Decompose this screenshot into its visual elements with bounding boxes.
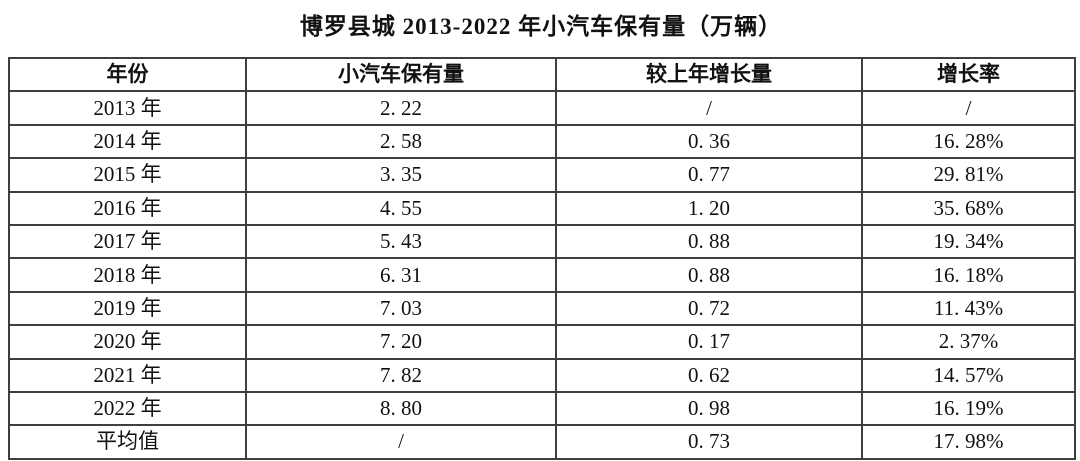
value-cell: / — [861, 90, 1076, 126]
value-cell: 16. 18% — [861, 257, 1076, 293]
value-cell: 16. 19% — [861, 390, 1076, 427]
value-cell: 11. 43% — [861, 290, 1076, 327]
row-label-cell: 2021 年 — [8, 357, 247, 393]
value-cell: 7. 20 — [245, 324, 557, 360]
value-cell: 0. 72 — [555, 290, 863, 327]
row-label-cell: 2016 年 — [8, 190, 247, 226]
row-label-cell: 2019 年 — [8, 290, 247, 327]
row-label-cell: 2015 年 — [8, 157, 247, 193]
value-cell: 0. 36 — [555, 123, 863, 160]
table-row: 2015 年 3. 35 0. 77 29. 81% — [8, 157, 1076, 193]
table-body: 2013 年 2. 22//2014 年 2. 58 0. 36 16. 28% 2015… — [8, 90, 1076, 460]
table-row: 2018 年 6. 31 0. 88 16. 18% — [8, 257, 1076, 293]
row-label-cell: 2017 年 — [8, 223, 247, 260]
value-cell: / — [245, 424, 557, 460]
row-label-cell: 2020 年 — [8, 324, 247, 360]
column-header-2: 较上年增长量 — [555, 56, 863, 93]
value-cell: 2. 58 — [245, 123, 557, 160]
table-header: 年份 小汽车保有量 较上年增长量 增长率 — [8, 56, 1076, 93]
value-cell: 17. 98% — [861, 424, 1076, 460]
row-label-cell: 2013 年 — [8, 90, 247, 126]
table-title: 博罗县城 2013-2022 年小汽车保有量（万辆） — [299, 14, 783, 39]
value-cell: 0. 88 — [555, 223, 863, 260]
value-cell: 1. 20 — [555, 190, 863, 226]
value-cell: 6. 31 — [245, 257, 557, 293]
car-ownership-table: 年份 小汽车保有量 较上年增长量 增长率 2013 年 2. 22//2014 年 2. … — [8, 56, 1076, 460]
value-cell: 29. 81% — [861, 157, 1076, 193]
value-cell: 2. 37% — [861, 324, 1076, 360]
table-row: 2016 年 4. 55 1. 20 35. 68% — [8, 190, 1076, 226]
value-cell: 0. 62 — [555, 357, 863, 393]
table-row: 2021 年 7. 82 0. 62 14. 57% — [8, 357, 1076, 393]
value-cell: 19. 34% — [861, 223, 1076, 260]
table-row: 2019 年 7. 03 0. 72 11. 43% — [8, 290, 1076, 327]
value-cell: 7. 82 — [245, 357, 557, 393]
column-header-0: 年份 — [8, 56, 247, 93]
table-row: 2013 年 2. 22// — [8, 90, 1076, 126]
table-row: 平均值/0. 73 17. 98% — [8, 424, 1076, 460]
value-cell: 0. 17 — [555, 324, 863, 360]
table-row: 2014 年 2. 58 0. 36 16. 28% — [8, 123, 1076, 160]
value-cell: 5. 43 — [245, 223, 557, 260]
value-cell: 14. 57% — [861, 357, 1076, 393]
table-row: 2017 年 5. 43 0. 88 19. 34% — [8, 223, 1076, 260]
value-cell: 0. 73 — [555, 424, 863, 460]
value-cell: 2. 22 — [245, 90, 557, 126]
row-label-cell: 2018 年 — [8, 257, 247, 293]
table-row: 2022 年 8. 80 0. 98 16. 19% — [8, 390, 1076, 427]
row-label-cell: 2014 年 — [8, 123, 247, 160]
column-header-1: 小汽车保有量 — [245, 56, 557, 93]
row-label-cell: 平均值 — [8, 424, 247, 460]
header-row: 年份 小汽车保有量 较上年增长量 增长率 — [8, 56, 1076, 93]
value-cell: 7. 03 — [245, 290, 557, 327]
value-cell: 4. 55 — [245, 190, 557, 226]
row-label-cell: 2022 年 — [8, 390, 247, 427]
value-cell: 0. 77 — [555, 157, 863, 193]
value-cell: 35. 68% — [861, 190, 1076, 226]
column-header-3: 增长率 — [861, 56, 1076, 93]
value-cell: 0. 88 — [555, 257, 863, 293]
value-cell: / — [555, 90, 863, 126]
value-cell: 16. 28% — [861, 123, 1076, 160]
table-row: 2020 年 7. 20 0. 17 2. 37% — [8, 324, 1076, 360]
value-cell: 0. 98 — [555, 390, 863, 427]
value-cell: 8. 80 — [245, 390, 557, 427]
value-cell: 3. 35 — [245, 157, 557, 193]
